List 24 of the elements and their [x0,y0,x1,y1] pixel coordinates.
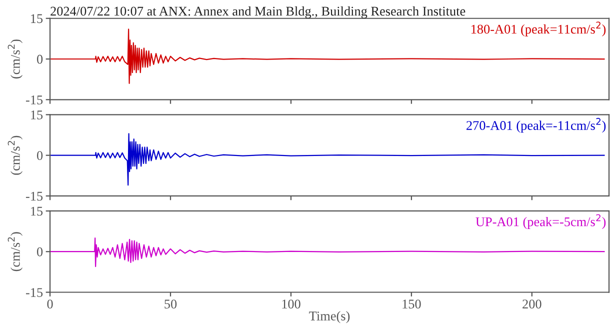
y-tick-label: 0 [36,54,43,64]
y-tick-label: -15 [26,288,43,297]
y-axis-title: (cm/s$^{2}$) [8,136,23,175]
x-tick-label: 0 [47,300,53,308]
series-label: 270-A01 (peak=-11cm/s$^{2}$) [466,118,606,133]
series-label: UP-A01 (peak=-5cm/s$^{2}$) [476,214,606,229]
x-tick-label: 150 [402,300,421,308]
y-axis-title: (cm/s$^{2}$) [8,232,23,272]
y-tick-label: 15 [31,14,43,24]
y-tick-label: -15 [26,96,43,104]
y-tick-label: 0 [36,151,43,160]
y-axis-title: (cm/s$^{2}$) [8,40,23,78]
y-tick-label: 15 [31,110,43,120]
y-tick-label: 0 [36,247,43,256]
x-tick-label: 100 [282,300,300,308]
x-tick-label: 50 [164,300,177,308]
series-label: 180-A01 (peak=11cm/s$^{2}$) [471,22,606,36]
y-tick-label: -15 [26,192,43,201]
line-series [50,238,605,268]
x-tick-label: 200 [522,300,542,308]
x-axis-title: Time(s) [309,311,350,324]
y-tick-label: 15 [31,206,43,216]
line-series [50,133,605,186]
chart-title: 2024/07/22 10:07 at ANX: Annex and Main Bldg., Building Research Institute [50,6,466,18]
